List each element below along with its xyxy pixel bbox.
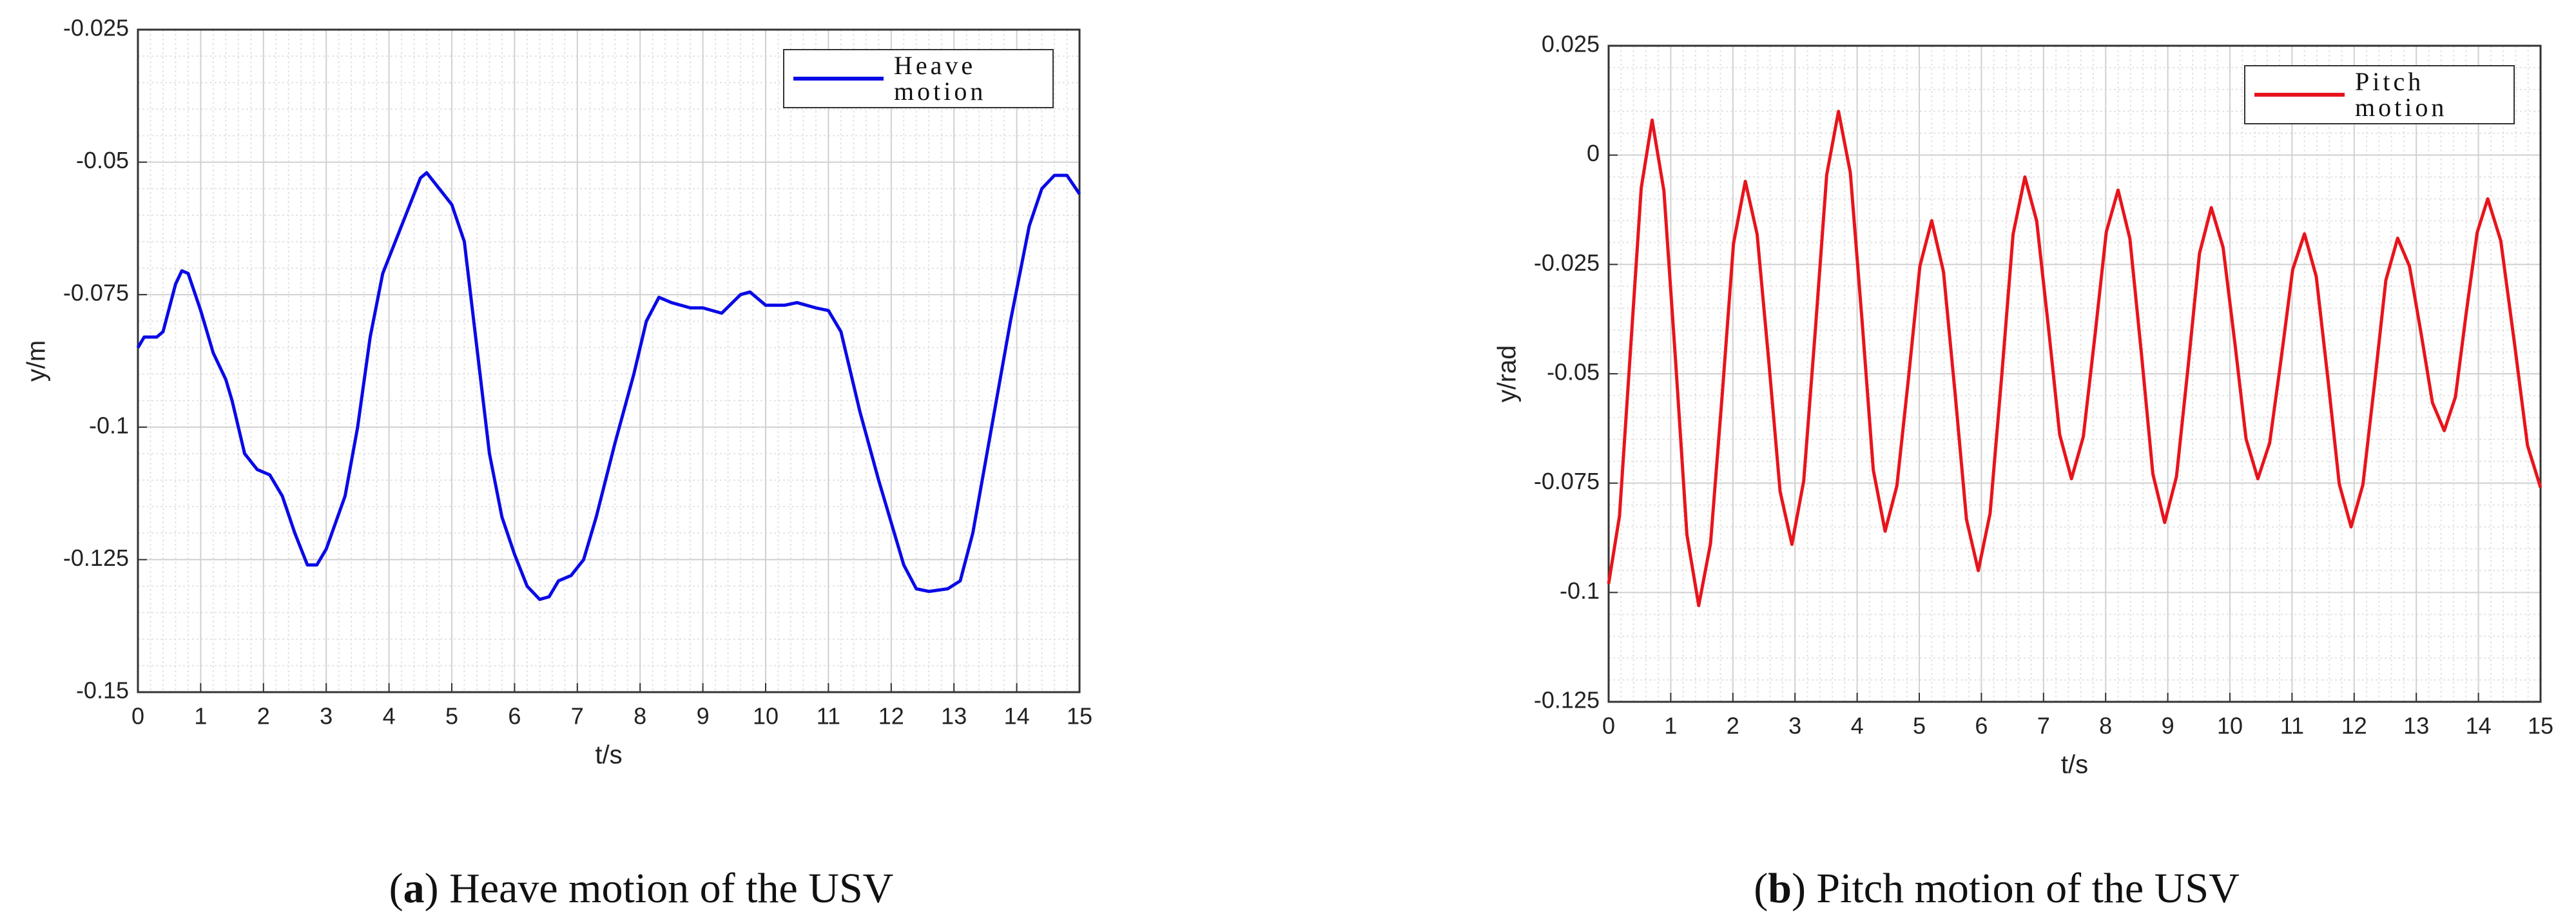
x-tick-label: 4 — [1851, 713, 1864, 739]
x-tick-label: 15 — [1067, 703, 1092, 730]
x-axis-label: t/s — [595, 741, 622, 769]
y-tick-label: -0.1 — [89, 412, 129, 438]
y-axis-label: y/m — [23, 340, 51, 382]
x-tick-label: 1 — [194, 703, 207, 730]
x-tick-label: 11 — [817, 703, 840, 730]
x-tick-label: 2 — [1727, 713, 1739, 739]
x-tick-label: 9 — [2162, 713, 2174, 739]
y-tick-label: 0.025 — [1542, 31, 1600, 57]
x-tick-label: 10 — [2217, 713, 2243, 739]
caption: (b) Pitch motion of the USV — [1754, 865, 2240, 912]
x-tick-label: 1 — [1664, 713, 1677, 739]
x-tick-label: 8 — [2099, 713, 2112, 739]
legend-label: Heave motion — [894, 51, 987, 106]
y-tick-label: -0.1 — [1560, 577, 1600, 604]
y-tick-label: 0 — [1587, 140, 1600, 166]
caption: (a) Heave motion of the USV — [389, 865, 894, 912]
y-tick-label: -0.075 — [63, 280, 129, 306]
x-tick-label: 13 — [2403, 713, 2429, 739]
caption-part: ) Pitch motion of the USV — [1792, 865, 2240, 912]
y-tick-label: -0.15 — [76, 677, 129, 704]
x-tick-label: 0 — [131, 703, 144, 730]
legend-label: Pitch motion — [2355, 67, 2448, 122]
line-series — [136, 171, 1081, 601]
x-tick-label: 14 — [2466, 713, 2492, 739]
plot-frame — [1607, 44, 2542, 703]
y-tick-label: -0.125 — [63, 545, 129, 571]
y-tick-label: -0.075 — [1534, 468, 1600, 494]
caption-part: a — [403, 865, 425, 912]
plot-area — [138, 30, 1080, 692]
plot-frame — [137, 28, 1081, 693]
x-tick-label: 15 — [2528, 713, 2553, 739]
x-tick-label: 12 — [878, 703, 904, 730]
x-tick-label: 13 — [941, 703, 967, 730]
legend: Heave motion — [783, 49, 1054, 108]
x-tick-label: 11 — [2280, 713, 2304, 739]
x-tick-label: 5 — [1913, 713, 1926, 739]
x-tick-label: 3 — [320, 703, 333, 730]
y-tick-label: -0.05 — [76, 147, 129, 173]
x-tick-label: 0 — [1602, 713, 1615, 739]
legend-swatch — [2254, 93, 2345, 97]
x-tick-label: 2 — [257, 703, 270, 730]
caption-part: ) Heave motion of the USV — [425, 865, 894, 912]
x-tick-label: 3 — [1788, 713, 1801, 739]
line-series — [1607, 110, 2542, 608]
legend-swatch — [793, 77, 884, 81]
x-tick-label: 8 — [634, 703, 646, 730]
x-tick-label: 5 — [445, 703, 458, 730]
x-tick-label: 10 — [753, 703, 779, 730]
x-tick-label: 7 — [2037, 713, 2050, 739]
y-tick-label: -0.05 — [1547, 359, 1600, 385]
x-tick-label: 6 — [1975, 713, 1988, 739]
y-tick-label: -0.025 — [1534, 249, 1600, 276]
x-tick-label: 12 — [2341, 713, 2367, 739]
caption-part: ( — [389, 865, 403, 912]
y-axis-label: y/rad — [1493, 345, 1522, 403]
x-axis-label: t/s — [2061, 751, 2088, 779]
caption-part: ( — [1754, 865, 1768, 912]
x-tick-label: 9 — [697, 703, 710, 730]
y-tick-label: -0.025 — [63, 15, 129, 41]
x-tick-label: 14 — [1004, 703, 1030, 730]
caption-part: b — [1768, 865, 1792, 912]
y-tick-label: -0.125 — [1534, 687, 1600, 713]
x-tick-label: 4 — [383, 703, 396, 730]
x-tick-label: 7 — [571, 703, 584, 730]
x-tick-label: 6 — [508, 703, 521, 730]
legend: Pitch motion — [2244, 65, 2515, 124]
